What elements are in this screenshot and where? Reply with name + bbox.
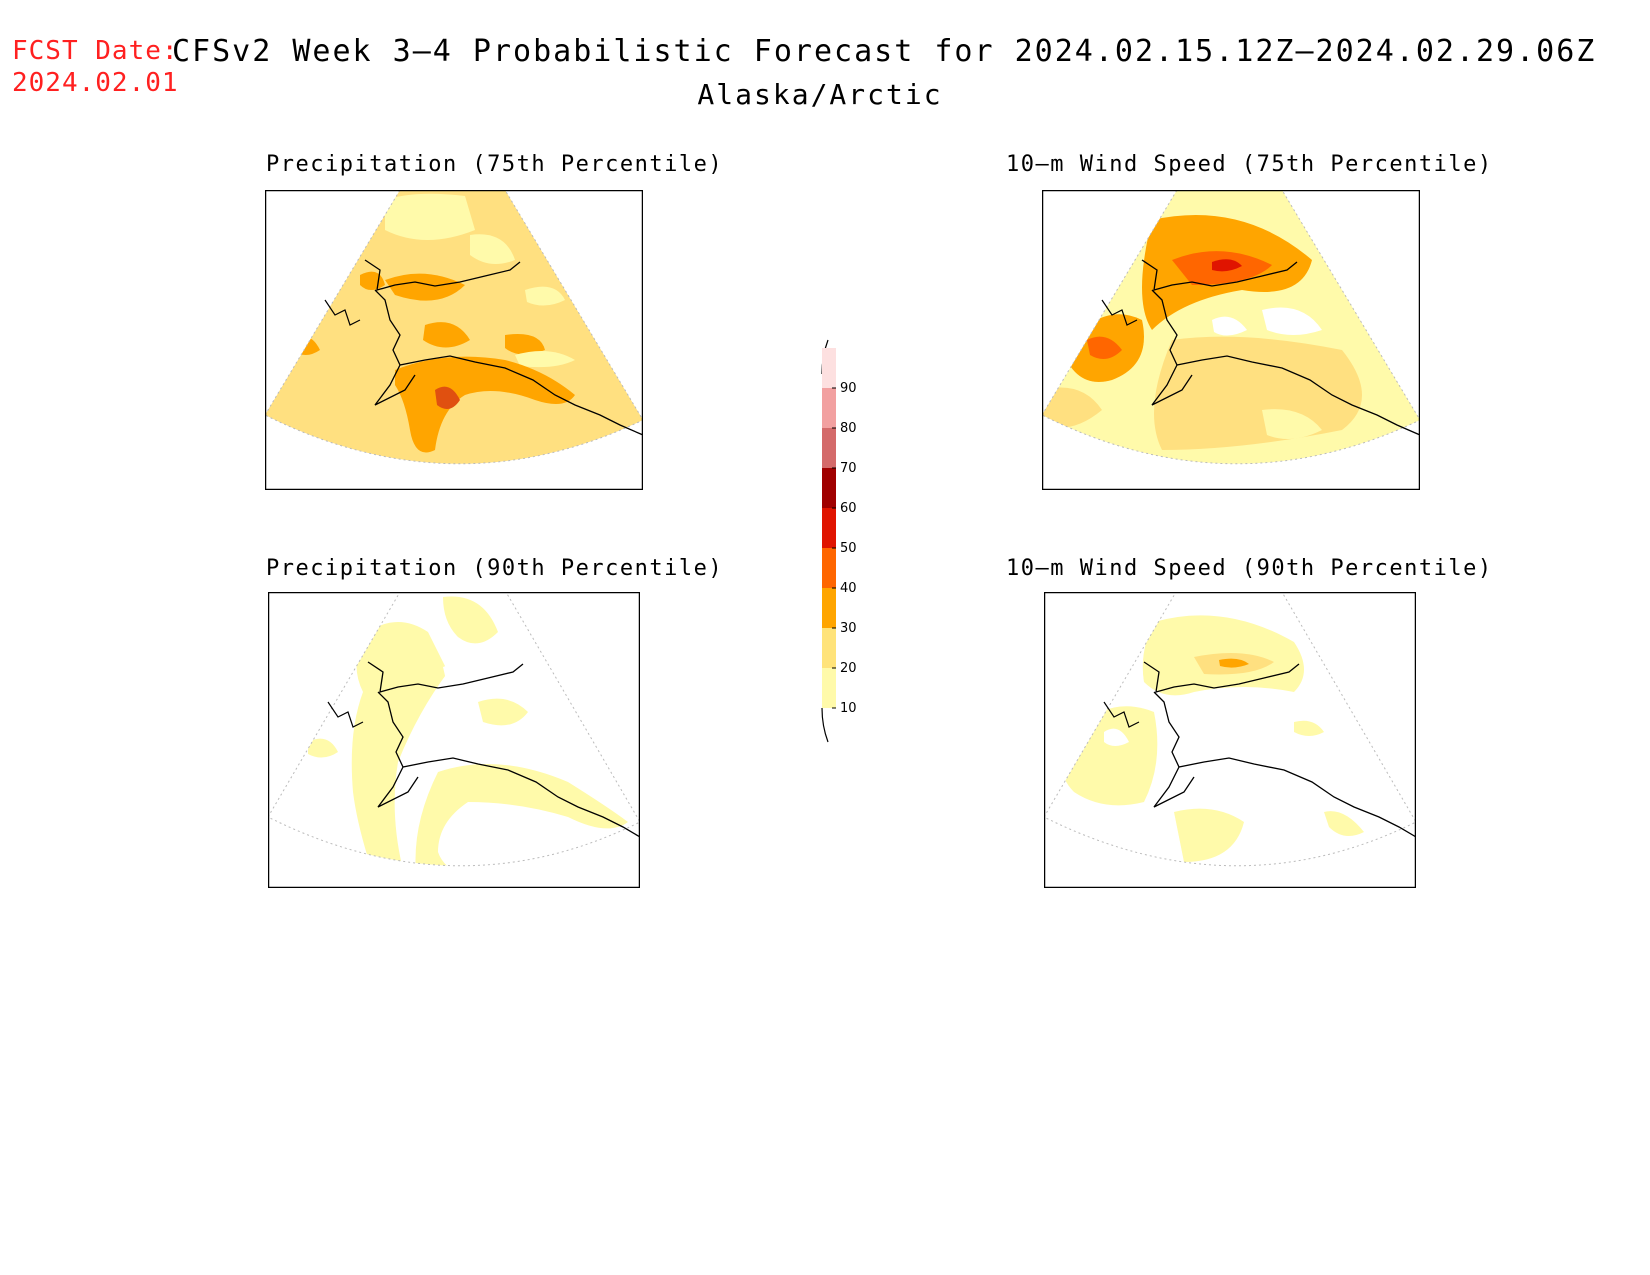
colorbar-legend: 10 20 30 40 50 60 70 80 90 <box>821 339 857 743</box>
map-wind-90 <box>1044 592 1416 888</box>
colorbar-tick-label: 10 <box>840 701 857 716</box>
panel-title-precip-75: Precipitation (75th Percentile) <box>266 152 724 177</box>
colorbar-swatch <box>822 548 836 588</box>
colorbar-swatch <box>822 468 836 508</box>
map-wind-75 <box>1042 190 1420 490</box>
colorbar-swatch <box>822 428 836 468</box>
colorbar-tick-label: 40 <box>840 581 857 596</box>
colorbar-swatch <box>822 588 836 628</box>
colorbar-swatch <box>822 508 836 548</box>
colorbar-tick-label: 70 <box>840 461 857 476</box>
colorbar-swatch <box>822 628 836 668</box>
colorbar-tick-label: 30 <box>840 621 857 636</box>
fcst-date-value: 2024.02.01 <box>12 68 179 98</box>
map-precip-75 <box>265 190 643 490</box>
colorbar-tick-label: 80 <box>840 421 857 436</box>
page-title: CFSv2 Week 3–4 Probabilistic Forecast fo… <box>172 34 1597 69</box>
panel-title-wind-75: 10–m Wind Speed (75th Percentile) <box>1006 152 1493 177</box>
colorbar-swatch <box>822 668 836 708</box>
colorbar-tick-label: 20 <box>840 661 857 676</box>
fcst-date-label: FCST Date: <box>12 36 179 66</box>
colorbar-swatch <box>822 348 836 388</box>
map-precip-90 <box>268 592 640 888</box>
colorbar-swatch <box>822 388 836 428</box>
colorbar-tick-label: 50 <box>840 541 857 556</box>
region-subtitle: Alaska/Arctic <box>697 78 943 111</box>
panel-title-wind-90: 10–m Wind Speed (90th Percentile) <box>1006 556 1493 581</box>
colorbar-tick-label: 60 <box>840 501 857 516</box>
colorbar-tick-label: 90 <box>840 381 857 396</box>
panel-title-precip-90: Precipitation (90th Percentile) <box>266 556 724 581</box>
